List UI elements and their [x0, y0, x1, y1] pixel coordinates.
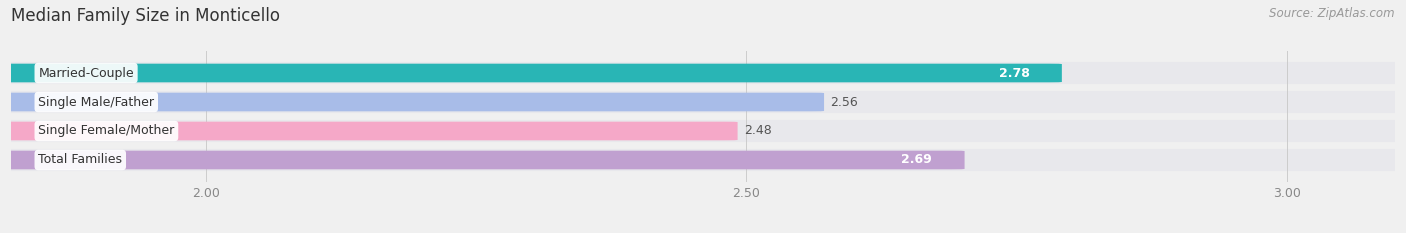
- Text: 2.69: 2.69: [901, 154, 932, 167]
- Text: Median Family Size in Monticello: Median Family Size in Monticello: [11, 7, 280, 25]
- FancyBboxPatch shape: [0, 91, 1406, 113]
- Text: Single Female/Mother: Single Female/Mother: [38, 124, 174, 137]
- FancyBboxPatch shape: [0, 120, 1406, 142]
- Text: Married-Couple: Married-Couple: [38, 66, 134, 79]
- Text: 2.48: 2.48: [744, 124, 772, 137]
- FancyBboxPatch shape: [0, 62, 1406, 84]
- FancyBboxPatch shape: [0, 93, 824, 111]
- Text: 2.56: 2.56: [831, 96, 858, 109]
- Text: Single Male/Father: Single Male/Father: [38, 96, 155, 109]
- FancyBboxPatch shape: [0, 151, 965, 169]
- FancyBboxPatch shape: [0, 122, 738, 140]
- Text: Source: ZipAtlas.com: Source: ZipAtlas.com: [1270, 7, 1395, 20]
- FancyBboxPatch shape: [0, 64, 1062, 82]
- Text: 2.78: 2.78: [998, 66, 1029, 79]
- Text: Total Families: Total Families: [38, 154, 122, 167]
- FancyBboxPatch shape: [0, 149, 1406, 171]
